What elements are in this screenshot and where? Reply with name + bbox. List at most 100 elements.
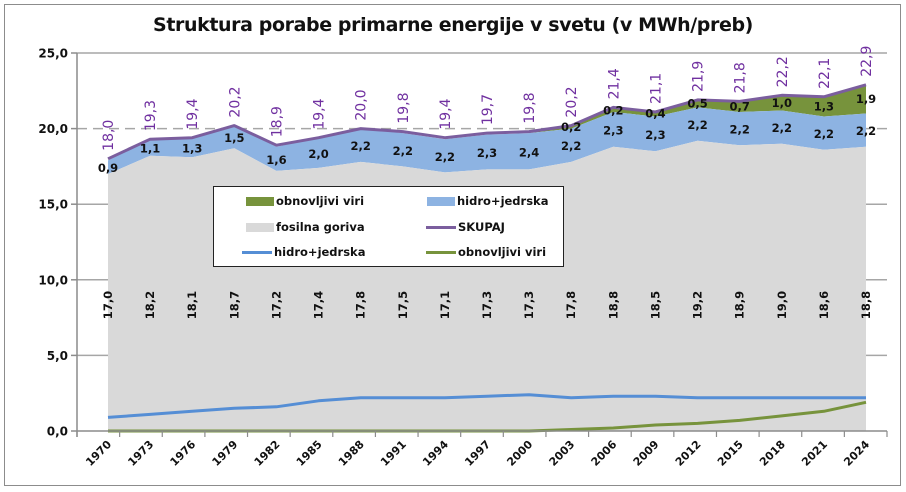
data-label-fosilna: 17,8 [354,291,368,319]
data-label-fosilna: 18,6 [817,291,831,319]
legend-swatch-blue [427,196,455,206]
x-tick-label: 2024 [841,438,872,469]
data-label-hidro: 1,1 [140,142,160,156]
legend-item-fosilna-area: fosilna goriva [246,219,365,235]
data-label-hidro: 0,9 [98,161,118,175]
y-tick-label: 15,0 [38,198,68,212]
data-label-skupaj: 19,3 [143,100,159,131]
data-label-skupaj: 19,8 [396,92,412,123]
x-tick-label: 1982 [252,438,283,469]
legend-swatch-green [246,196,274,206]
data-label-hidro: 2,2 [687,118,707,132]
legend-item-hidro-area: hidro+jedrska [427,193,548,209]
data-label-hidro: 2,2 [561,139,581,153]
data-label-fosilna: 17,5 [396,291,410,319]
data-label-obnovljivi: 0,2 [603,103,623,117]
data-label-hidro: 2,3 [603,123,623,137]
data-label-obnovljivi: 1,9 [856,92,876,106]
legend-label: obnovljivi viri [276,194,365,208]
data-label-fosilna: 17,2 [269,291,283,319]
legend-label: fosilna goriva [276,220,365,234]
x-tick-label: 2009 [631,438,662,469]
data-label-fosilna: 17,0 [101,291,115,319]
x-tick-label: 2003 [546,438,577,469]
data-label-hidro: 2,0 [308,147,328,161]
chart-title: Struktura porabe primarne energije v sve… [153,14,753,36]
x-tick-label: 1970 [83,438,114,469]
y-tick-label: 10,0 [38,273,68,287]
data-label-fosilna: 17,4 [312,291,326,319]
data-label-hidro: 2,3 [645,128,665,142]
data-label-obnovljivi: 1,0 [772,96,792,110]
x-tick-label: 1979 [210,438,241,469]
data-label-skupaj: 22,1 [817,58,833,89]
x-tick-label: 1973 [125,438,156,469]
data-label-hidro: 2,4 [519,145,539,159]
data-label-fosilna: 18,5 [648,291,662,319]
area-fosilna-goriva [108,140,866,431]
area-hidro-jedrska [108,107,866,174]
legend-item-hidro-line: hidro+jedrska [242,244,365,260]
y-tick-label: 25,0 [38,47,68,61]
data-label-skupaj: 20,2 [564,86,580,117]
x-tick-label: 2018 [757,438,788,469]
data-label-fosilna: 18,1 [185,291,199,319]
x-tick-label: 2000 [504,438,535,469]
data-label-fosilna: 17,3 [522,291,536,319]
data-label-obnovljivi: 1,3 [814,100,834,114]
data-label-fosilna: 17,1 [438,291,452,319]
y-tick-label: 20,0 [38,122,68,136]
x-tick-label: 2012 [673,438,704,469]
data-label-obnovljivi: 0,4 [645,106,665,120]
data-label-skupaj: 18,0 [101,120,117,151]
data-label-skupaj: 22,2 [775,56,791,87]
legend-label: hidro+jedrska [457,194,549,208]
data-label-hidro: 2,2 [729,123,749,137]
data-label-hidro: 2,2 [772,121,792,135]
chart-legend: obnovljivi viri hidro+jedrska fosilna go… [213,186,564,267]
data-label-skupaj: 20,0 [354,89,370,120]
x-tick-label: 1994 [420,438,451,469]
data-label-hidro: 2,2 [814,127,834,141]
data-label-fosilna: 18,8 [859,291,873,319]
data-label-skupaj: 21,8 [733,62,749,93]
data-label-skupaj: 19,7 [480,94,496,125]
data-label-fosilna: 18,9 [733,291,747,319]
data-label-skupaj: 22,9 [859,46,875,77]
data-label-obnovljivi: 0,7 [729,100,749,114]
x-tick-label: 1976 [167,438,198,469]
data-label-hidro: 1,6 [266,153,286,167]
legend-line-green [426,250,456,254]
data-label-skupaj: 21,1 [648,73,664,104]
legend-line-purple [426,225,456,229]
x-tick-label: 1991 [378,438,409,469]
data-label-fosilna: 19,0 [775,291,789,319]
legend-item-obnovljivi-line: obnovljivi viri [426,244,546,260]
data-label-skupaj: 21,4 [606,68,622,99]
y-tick-label: 5,0 [47,349,68,363]
data-label-obnovljivi: 0,2 [561,120,581,134]
data-label-hidro: 1,3 [182,142,202,156]
legend-swatch-gray [246,222,274,232]
data-label-hidro: 2,2 [393,144,413,158]
x-tick-label: 2015 [715,438,746,469]
data-label-skupaj: 20,2 [227,86,243,117]
data-label-hidro: 2,2 [435,150,455,164]
data-label-hidro: 2,2 [856,124,876,138]
data-label-skupaj: 19,4 [312,98,328,129]
y-tick-label: 0,0 [47,425,68,439]
data-label-fosilna: 17,8 [564,291,578,319]
data-label-skupaj: 21,9 [691,61,707,92]
legend-label: hidro+jedrska [274,245,366,259]
x-tick-label: 1997 [462,438,493,469]
data-label-skupaj: 19,4 [438,98,454,129]
line-hidro-jedrska [107,393,866,419]
data-label-fosilna: 17,3 [480,291,494,319]
x-tick-label: 2006 [589,438,620,469]
data-label-fosilna: 18,7 [227,291,241,319]
legend-line-blue [242,250,272,254]
data-label-obnovljivi: 0,5 [687,97,707,111]
data-label-fosilna: 19,2 [691,291,705,319]
x-tick-label: 1985 [294,438,325,469]
data-label-hidro: 2,3 [477,146,497,160]
